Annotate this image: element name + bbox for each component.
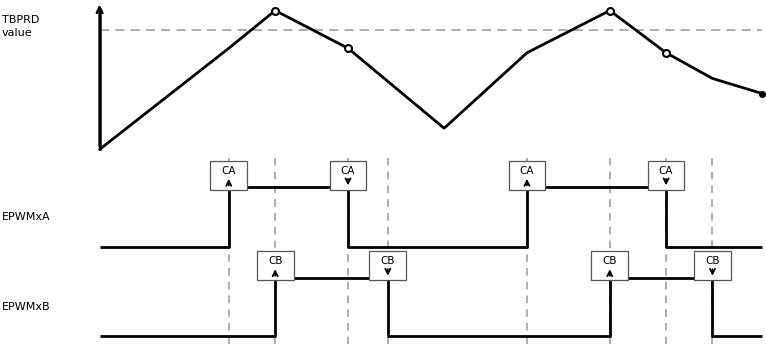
FancyBboxPatch shape: [369, 251, 406, 280]
FancyBboxPatch shape: [591, 251, 628, 280]
Text: EPWMxB: EPWMxB: [2, 302, 50, 312]
Text: CA: CA: [519, 166, 534, 176]
Text: CA: CA: [341, 166, 355, 176]
FancyBboxPatch shape: [329, 161, 366, 190]
FancyBboxPatch shape: [257, 251, 293, 280]
Text: CB: CB: [381, 256, 395, 266]
Text: CA: CA: [659, 166, 673, 176]
Text: CB: CB: [705, 256, 720, 266]
FancyBboxPatch shape: [509, 161, 545, 190]
Text: TBPRD
value: TBPRD value: [2, 15, 39, 38]
Text: CB: CB: [268, 256, 283, 266]
FancyBboxPatch shape: [694, 251, 731, 280]
FancyBboxPatch shape: [648, 161, 685, 190]
Text: CA: CA: [221, 166, 236, 176]
Text: EPWMxA: EPWMxA: [2, 212, 50, 222]
FancyBboxPatch shape: [211, 161, 247, 190]
Text: CB: CB: [603, 256, 617, 266]
